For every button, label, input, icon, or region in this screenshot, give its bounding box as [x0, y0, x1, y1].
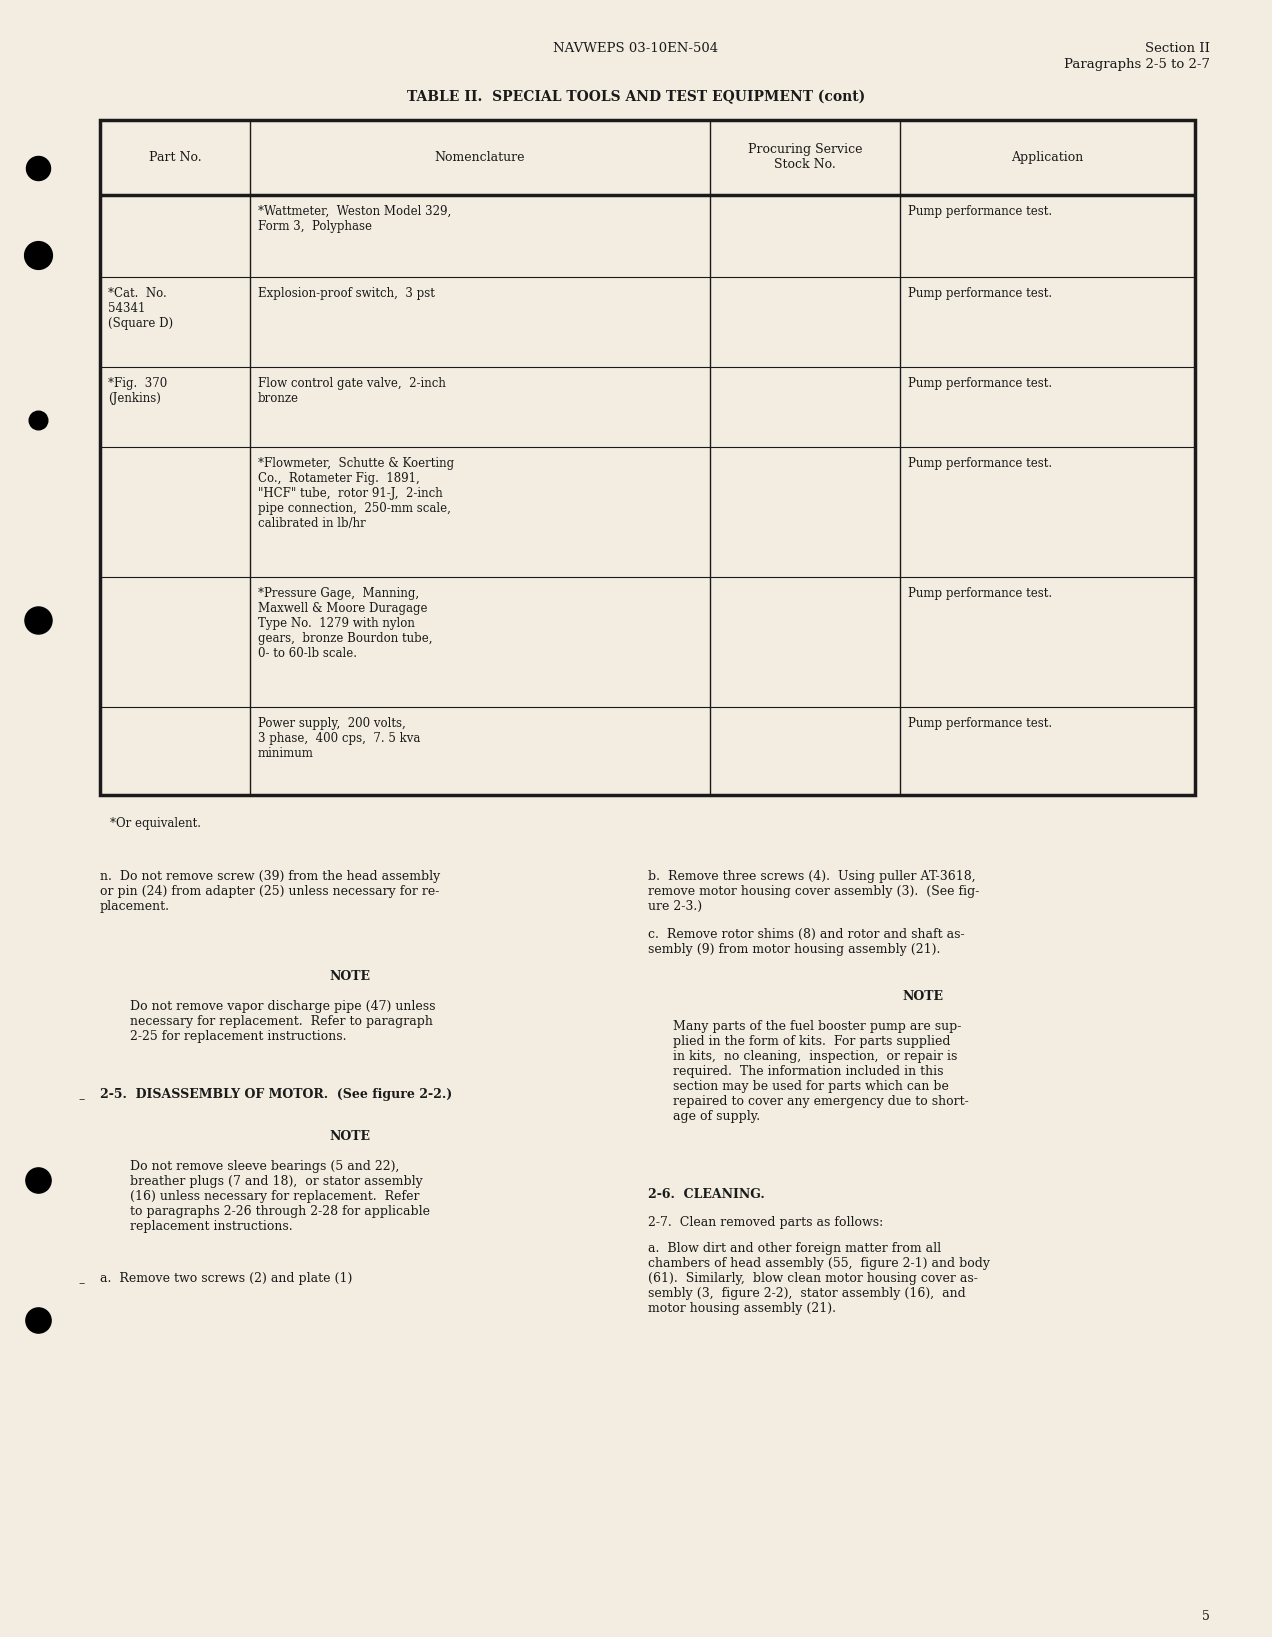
Point	[28, 156, 48, 182]
Text: 2-5.  DISASSEMBLY OF MOTOR.  (See figure 2-2.): 2-5. DISASSEMBLY OF MOTOR. (See figure 2…	[100, 1089, 453, 1102]
Text: 5: 5	[1202, 1611, 1210, 1622]
Text: b.  Remove three screws (4).  Using puller AT-3618,
remove motor housing cover a: b. Remove three screws (4). Using puller…	[647, 869, 979, 913]
Text: Section II: Section II	[1145, 43, 1210, 56]
Text: TABLE II.  SPECIAL TOOLS AND TEST EQUIPMENT (cont): TABLE II. SPECIAL TOOLS AND TEST EQUIPME…	[407, 90, 865, 105]
Text: 2-6.  CLEANING.: 2-6. CLEANING.	[647, 1188, 764, 1202]
Text: Do not remove vapor discharge pipe (47) unless
necessary for replacement.  Refer: Do not remove vapor discharge pipe (47) …	[130, 1000, 435, 1043]
Text: Part No.: Part No.	[149, 151, 201, 164]
Text: Do not remove sleeve bearings (5 and 22),
breather plugs (7 and 18),  or stator : Do not remove sleeve bearings (5 and 22)…	[130, 1161, 430, 1233]
Point	[28, 1167, 48, 1193]
Text: Pump performance test.: Pump performance test.	[908, 205, 1052, 218]
Text: NAVWEPS 03-10EN-504: NAVWEPS 03-10EN-504	[553, 43, 719, 56]
Text: a.  Remove two screws (2) and plate (1): a. Remove two screws (2) and plate (1)	[100, 1272, 352, 1285]
Bar	[100, 120, 1194, 796]
Text: a.  Blow dirt and other foreign matter from all
chambers of head assembly (55,  : a. Blow dirt and other foreign matter fr…	[647, 1242, 990, 1315]
Text: –: –	[79, 1277, 85, 1290]
Point	[28, 242, 48, 268]
Text: *Pressure Gage,  Manning,
Maxwell & Moore Duragage
Type No.  1279 with nylon
gea: *Pressure Gage, Manning, Maxwell & Moore…	[258, 588, 432, 660]
Text: Application: Application	[1011, 151, 1084, 164]
Text: Pump performance test.: Pump performance test.	[908, 717, 1052, 730]
Text: *Flowmeter,  Schutte & Koerting
Co.,  Rotameter Fig.  1891,
"HCF" tube,  rotor 9: *Flowmeter, Schutte & Koerting Co., Rota…	[258, 457, 454, 530]
Text: Pump performance test.: Pump performance test.	[908, 457, 1052, 470]
Text: *Fig.  370
(Jenkins): *Fig. 370 (Jenkins)	[108, 377, 167, 404]
Point	[28, 607, 48, 634]
Text: NOTE: NOTE	[329, 971, 370, 982]
Text: Flow control gate valve,  2-inch
bronze: Flow control gate valve, 2-inch bronze	[258, 377, 446, 404]
Text: Paragraphs 2-5 to 2-7: Paragraphs 2-5 to 2-7	[1063, 57, 1210, 70]
Point	[28, 1306, 48, 1333]
Text: Pump performance test.: Pump performance test.	[908, 286, 1052, 300]
Text: Explosion-proof switch,  3 pst: Explosion-proof switch, 3 pst	[258, 286, 435, 300]
Text: Pump performance test.: Pump performance test.	[908, 377, 1052, 390]
Text: Many parts of the fuel booster pump are sup-
plied in the form of kits.  For par: Many parts of the fuel booster pump are …	[673, 1020, 969, 1123]
Text: NOTE: NOTE	[329, 1130, 370, 1143]
Text: Nomenclature: Nomenclature	[435, 151, 525, 164]
Text: Procuring Service
Stock No.: Procuring Service Stock No.	[748, 144, 862, 172]
Text: *Cat.  No.
54341
(Square D): *Cat. No. 54341 (Square D)	[108, 286, 173, 331]
Text: Power supply,  200 volts,
3 phase,  400 cps,  7. 5 kva
minimum: Power supply, 200 volts, 3 phase, 400 cp…	[258, 717, 420, 760]
Text: *Or equivalent.: *Or equivalent.	[109, 817, 201, 830]
Text: Pump performance test.: Pump performance test.	[908, 588, 1052, 601]
Point	[28, 408, 48, 434]
Text: *Wattmeter,  Weston Model 329,
Form 3,  Polyphase: *Wattmeter, Weston Model 329, Form 3, Po…	[258, 205, 452, 232]
Text: NOTE: NOTE	[903, 990, 944, 1003]
Text: n.  Do not remove screw (39) from the head assembly
or pin (24) from adapter (25: n. Do not remove screw (39) from the hea…	[100, 869, 440, 913]
Text: c.  Remove rotor shims (8) and rotor and shaft as-
sembly (9) from motor housing: c. Remove rotor shims (8) and rotor and …	[647, 928, 964, 956]
Text: –: –	[79, 1094, 85, 1107]
Text: 2-7.  Clean removed parts as follows:: 2-7. Clean removed parts as follows:	[647, 1216, 883, 1229]
